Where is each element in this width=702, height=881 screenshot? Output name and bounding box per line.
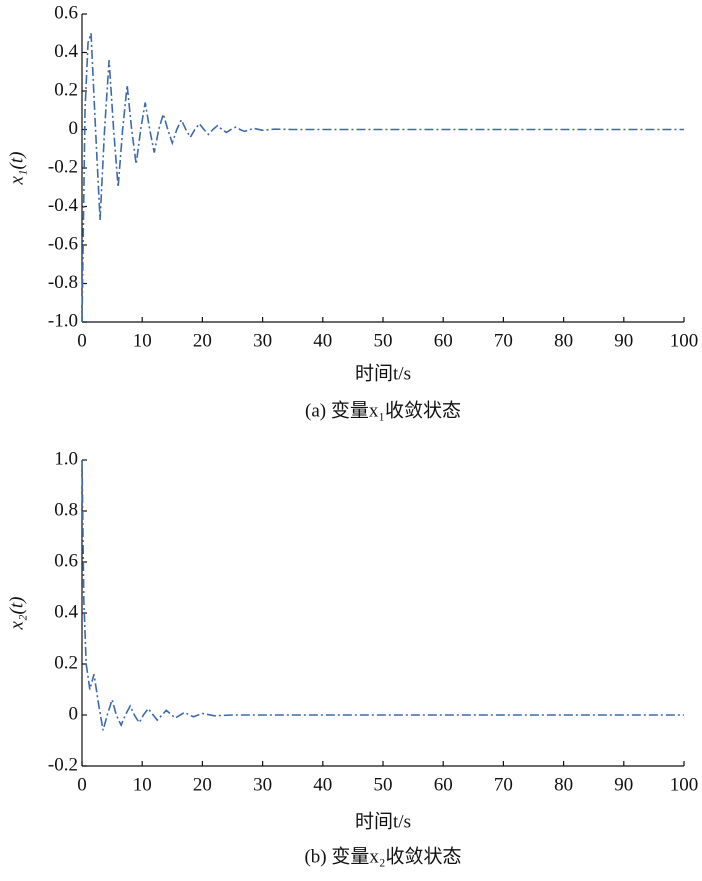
x-tick-label: 10 — [133, 774, 152, 795]
caption: (a) 变量x₁收敛状态 — [305, 399, 461, 421]
y-tick-label: 1.0 — [54, 448, 78, 469]
y-tick-label: 0.8 — [54, 499, 78, 520]
x-tick-label: 10 — [133, 330, 152, 351]
data-line — [81, 459, 684, 731]
y-tick-label: 0 — [69, 703, 79, 724]
y-tick-label: -0.2 — [48, 754, 78, 775]
x-tick-label: 40 — [313, 774, 332, 795]
x-tick-label: 60 — [434, 774, 453, 795]
x-tick-label: 90 — [614, 774, 633, 795]
y-tick-label: 0.2 — [54, 79, 78, 100]
y-tick-label: 0.6 — [54, 2, 78, 23]
x-tick-label: 40 — [313, 330, 332, 351]
y-tick-label: -0.4 — [48, 195, 79, 216]
x-tick-label: 30 — [253, 330, 272, 351]
x-tick-label: 20 — [193, 330, 212, 351]
y-tick-label: -0.6 — [48, 233, 78, 254]
x-tick-label: 80 — [554, 330, 573, 351]
x-tick-label: 70 — [494, 774, 513, 795]
x-tick-label: 100 — [670, 774, 699, 795]
y-tick-label: 0.6 — [54, 550, 78, 571]
x-tick-label: 50 — [374, 330, 393, 351]
x-axis-label: 时间t/s — [355, 362, 411, 384]
x-tick-label: 90 — [614, 330, 633, 351]
x-tick-label: 70 — [494, 330, 513, 351]
x-tick-label: 0 — [77, 330, 87, 351]
y-axis-label: x₂(t) — [6, 597, 27, 631]
y-tick-label: 0 — [69, 118, 79, 139]
x-tick-label: 0 — [77, 774, 87, 795]
y-tick-label: -0.2 — [48, 156, 78, 177]
x-tick-label: 20 — [193, 774, 212, 795]
y-tick-label: -0.8 — [48, 272, 78, 293]
x-tick-label: 30 — [253, 774, 272, 795]
x-tick-label: 50 — [374, 774, 393, 795]
y-tick-label: 0.4 — [54, 41, 78, 62]
data-line — [81, 33, 684, 323]
x-tick-label: 100 — [670, 330, 699, 351]
x-tick-label: 60 — [434, 330, 453, 351]
y-tick-label: 0.2 — [54, 652, 78, 673]
caption: (b) 变量x₂收敛状态 — [304, 845, 461, 867]
y-tick-label: 0.4 — [54, 601, 78, 622]
x-tick-label: 80 — [554, 774, 573, 795]
y-axis-label: x₁(t) — [6, 152, 27, 186]
x-axis-label: 时间t/s — [355, 810, 411, 832]
y-tick-label: -1.0 — [48, 310, 78, 331]
